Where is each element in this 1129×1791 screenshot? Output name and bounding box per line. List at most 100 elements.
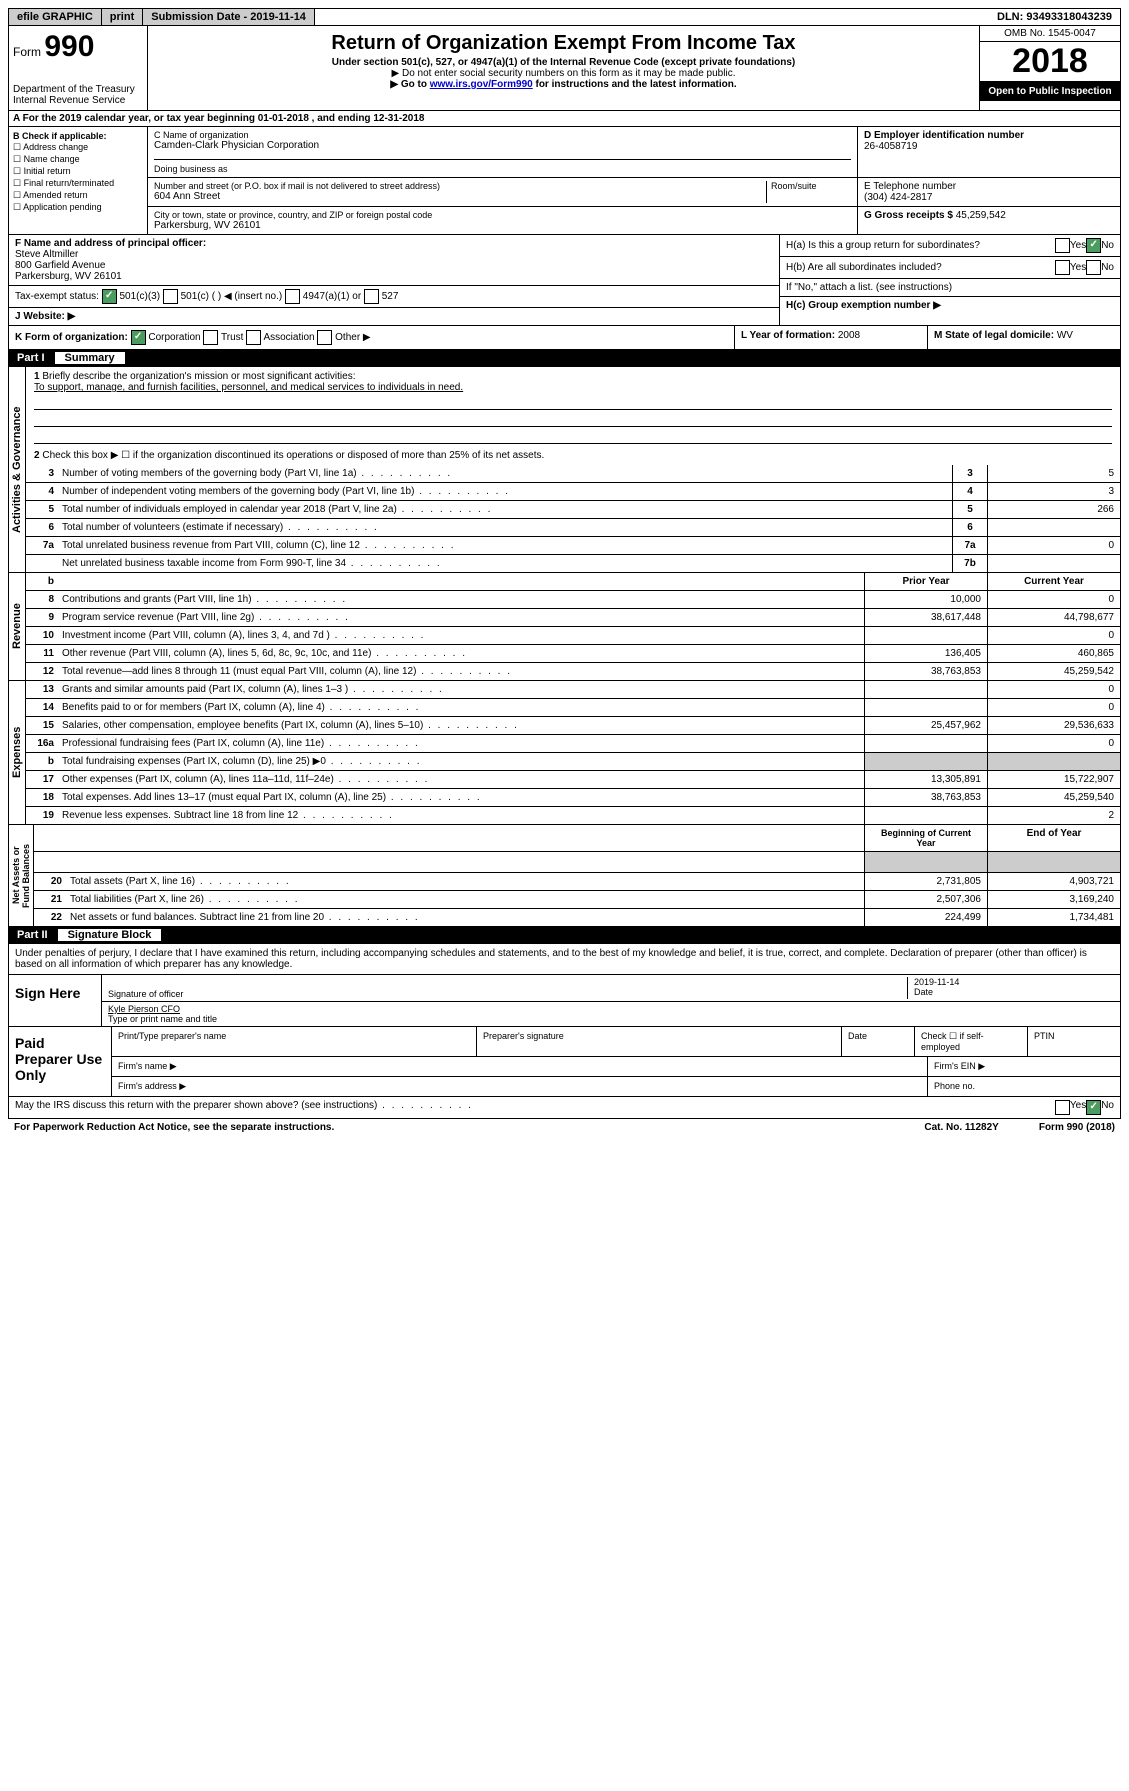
part1-title: Summary <box>55 352 125 364</box>
firm-ein-label: Firm's EIN ▶ <box>928 1057 1120 1076</box>
top-bar: efile GRAPHIC print Submission Date - 20… <box>8 8 1121 26</box>
phone-value: (304) 424-2817 <box>864 192 1114 203</box>
k-corp[interactable] <box>131 330 146 345</box>
sign-here-row: Sign Here Signature of officer 2019-11-1… <box>8 975 1121 1027</box>
firm-addr-label: Firm's address ▶ <box>112 1077 928 1096</box>
chk-501c[interactable] <box>163 289 178 304</box>
tax-exempt-row: Tax-exempt status: 501(c)(3) 501(c) ( ) … <box>9 286 779 308</box>
hc-label: H(c) Group exemption number ▶ <box>780 297 1120 314</box>
k-label: K Form of organization: <box>15 332 128 343</box>
g-label: G Gross receipts $ <box>864 210 953 221</box>
org-name: Camden-Clark Physician Corporation <box>154 140 851 151</box>
hb-yes[interactable] <box>1055 260 1070 275</box>
paperwork-text: For Paperwork Reduction Act Notice, see … <box>14 1122 884 1133</box>
chk-pending[interactable]: ☐ Application pending <box>13 202 143 213</box>
dba-label: Doing business as <box>154 159 851 174</box>
print-button[interactable]: print <box>102 9 143 25</box>
k-trust[interactable] <box>203 330 218 345</box>
chk-final[interactable]: ☐ Final return/terminated <box>13 178 143 189</box>
phone-label: Phone no. <box>928 1077 1120 1096</box>
hb-label: H(b) Are all subordinates included? <box>786 262 1055 273</box>
table-row: 11 Other revenue (Part VIII, column (A),… <box>26 645 1120 663</box>
part1-label: Part I <box>17 352 55 364</box>
officer-addr2: Parkersburg, WV 26101 <box>15 271 773 282</box>
hb-note: If "No," attach a list. (see instruction… <box>780 279 1120 297</box>
netassets-box: Net Assets orFund Balances Beginning of … <box>8 825 1121 927</box>
chk-4947[interactable] <box>285 289 300 304</box>
street-address: 604 Ann Street <box>154 191 766 202</box>
gov-line: 6 Total number of volunteers (estimate i… <box>26 519 1120 537</box>
sig-officer-label: Signature of officer <box>108 989 907 999</box>
form-number: 990 <box>44 30 94 63</box>
chk-initial[interactable]: ☐ Initial return <box>13 166 143 177</box>
ha-yes[interactable] <box>1055 238 1070 253</box>
discuss-yes[interactable] <box>1055 1100 1070 1115</box>
j-website: J Website: ▶ <box>9 308 779 325</box>
form-subtitle: Under section 501(c), 527, or 4947(a)(1)… <box>152 57 975 68</box>
chk-amended[interactable]: ☐ Amended return <box>13 190 143 201</box>
table-row: 8 Contributions and grants (Part VIII, l… <box>26 591 1120 609</box>
k-assoc[interactable] <box>246 330 261 345</box>
type-name-label: Type or print name and title <box>108 1014 1114 1024</box>
note2-pre: ▶ Go to <box>390 79 429 90</box>
gov-line: 5 Total number of individuals employed i… <box>26 501 1120 519</box>
header-left: Form 990 Department of the Treasury Inte… <box>9 26 148 110</box>
form-footer: Form 990 (2018) <box>1039 1122 1115 1133</box>
table-row: 13 Grants and similar amounts paid (Part… <box>26 681 1120 699</box>
chk-address[interactable]: ☐ Address change <box>13 142 143 153</box>
prep-name-label: Print/Type preparer's name <box>112 1027 477 1056</box>
paid-label: Paid Preparer Use Only <box>9 1027 112 1096</box>
chk-527[interactable] <box>364 289 379 304</box>
footer-row: For Paperwork Reduction Act Notice, see … <box>8 1119 1121 1136</box>
tax-year: 2018 <box>980 42 1120 82</box>
table-row: 16a Professional fundraising fees (Part … <box>26 735 1120 753</box>
ptin-label: PTIN <box>1028 1027 1120 1056</box>
table-row: 19 Revenue less expenses. Subtract line … <box>26 807 1120 824</box>
m-label: M State of legal domicile: <box>934 330 1054 341</box>
prep-sig-label: Preparer's signature <box>477 1027 842 1056</box>
gov-line: 7a Total unrelated business revenue from… <box>26 537 1120 555</box>
side-netassets: Net Assets orFund Balances <box>9 825 34 926</box>
revenue-box: Revenue b Prior Year Current Year 8 Cont… <box>8 573 1121 681</box>
hb-no[interactable] <box>1086 260 1101 275</box>
firm-name-label: Firm's name ▶ <box>112 1057 928 1076</box>
f-label: F Name and address of principal officer: <box>15 238 773 249</box>
discuss-text: May the IRS discuss this return with the… <box>15 1100 1055 1115</box>
hdr-prior: Prior Year <box>864 573 987 590</box>
discuss-row: May the IRS discuss this return with the… <box>8 1097 1121 1119</box>
dln-label: DLN: 93493318043239 <box>989 9 1120 25</box>
sign-here: Sign Here <box>9 975 102 1026</box>
side-revenue: Revenue <box>9 573 26 680</box>
k-other[interactable] <box>317 330 332 345</box>
expenses-box: Expenses 13 Grants and similar amounts p… <box>8 681 1121 825</box>
section-a: A For the 2019 calendar year, or tax yea… <box>8 111 1121 127</box>
mission-text: To support, manage, and furnish faciliti… <box>34 382 463 393</box>
part1-header: Part I Summary <box>8 350 1121 367</box>
date-label: Date <box>914 987 1114 997</box>
form-title: Return of Organization Exempt From Incom… <box>152 32 975 55</box>
side-expenses: Expenses <box>9 681 26 824</box>
klm-row: K Form of organization: Corporation Trus… <box>8 326 1121 350</box>
org-info-grid: B Check if applicable: ☐ Address change … <box>8 127 1121 235</box>
form-note1: ▶ Do not enter social security numbers o… <box>152 68 975 79</box>
chk-501c3[interactable] <box>102 289 117 304</box>
gov-line: 4 Number of independent voting members o… <box>26 483 1120 501</box>
c-name-label: C Name of organization <box>154 130 851 140</box>
table-row: 9 Program service revenue (Part VIII, li… <box>26 609 1120 627</box>
room-label: Room/suite <box>771 181 851 191</box>
table-row: 12 Total revenue—add lines 8 through 11 … <box>26 663 1120 680</box>
form990-link[interactable]: www.irs.gov/Form990 <box>430 79 533 90</box>
part2-header: Part II Signature Block <box>8 927 1121 944</box>
perjury-text: Under penalties of perjury, I declare th… <box>8 944 1121 975</box>
prep-date-label: Date <box>842 1027 915 1056</box>
gov-line: 3 Number of voting members of the govern… <box>26 465 1120 483</box>
ha-label: H(a) Is this a group return for subordin… <box>786 240 1055 251</box>
discuss-no[interactable] <box>1086 1100 1101 1115</box>
addr-label: Number and street (or P.O. box if mail i… <box>154 181 766 191</box>
table-row: 21 Total liabilities (Part X, line 26) 2… <box>34 891 1120 909</box>
q2-text: Check this box ▶ ☐ if the organization d… <box>42 450 544 461</box>
chk-name[interactable]: ☐ Name change <box>13 154 143 165</box>
ha-no[interactable] <box>1086 238 1101 253</box>
cat-no: Cat. No. 11282Y <box>924 1122 998 1133</box>
hdr-begin: Beginning of Current Year <box>864 825 987 851</box>
